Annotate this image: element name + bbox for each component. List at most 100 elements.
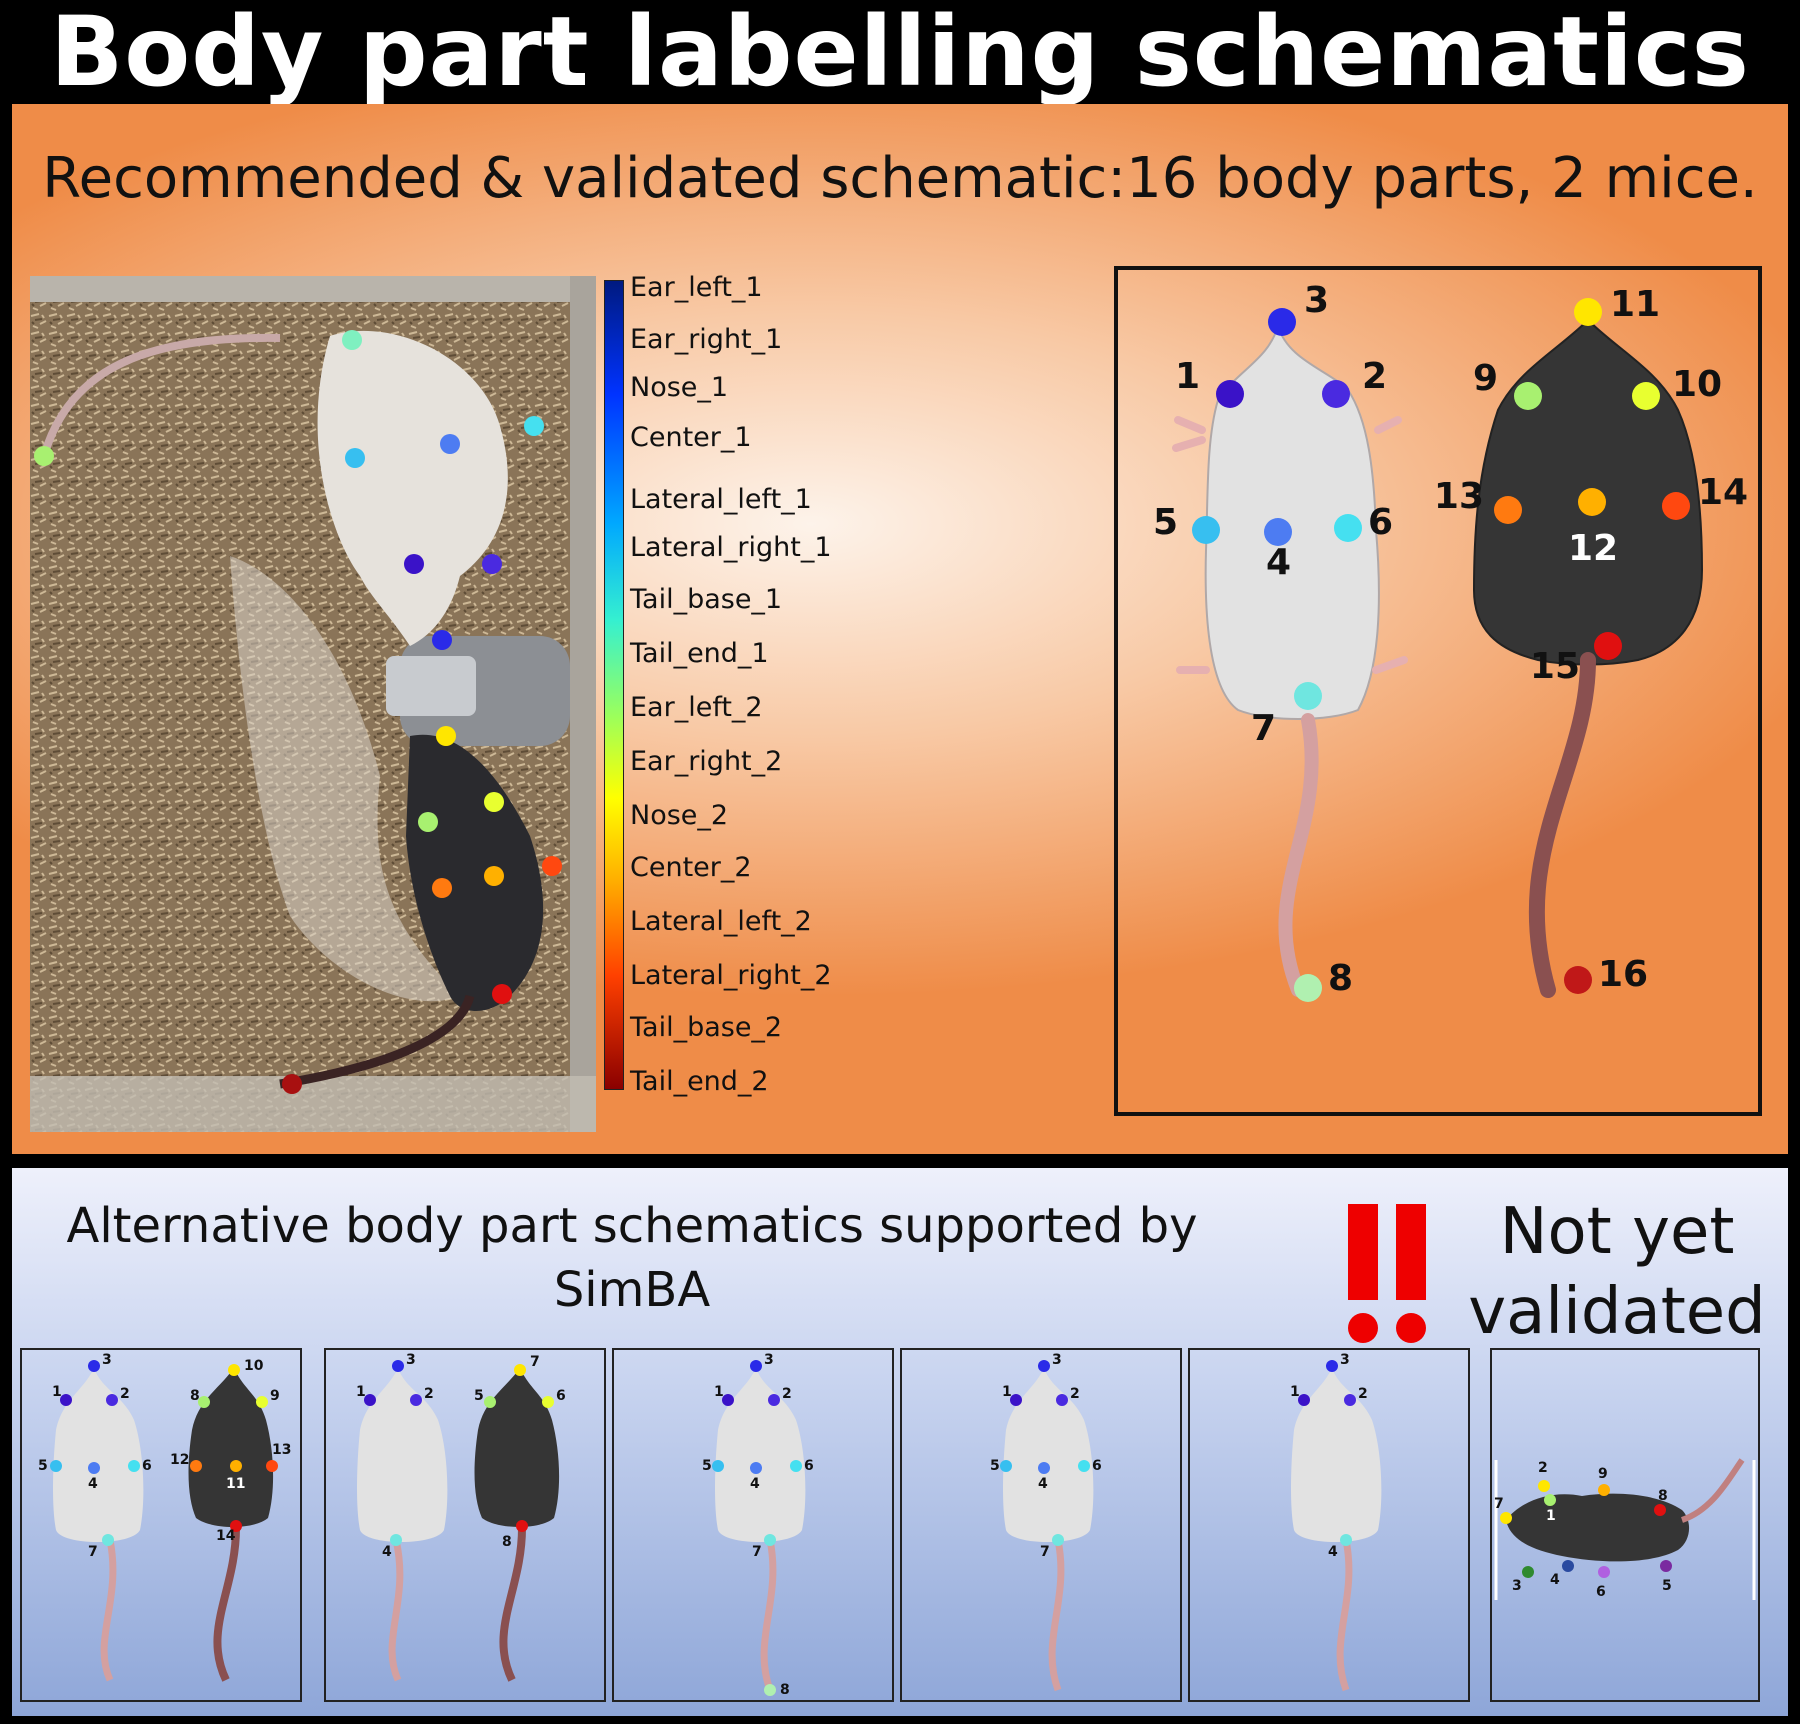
svg-text:5: 5 (990, 1458, 1000, 1474)
svg-text:4: 4 (750, 1476, 760, 1492)
svg-text:9: 9 (270, 1388, 280, 1404)
svg-text:5: 5 (38, 1458, 48, 1474)
svg-text:6: 6 (142, 1458, 152, 1474)
legend-item: Center_2 (630, 852, 752, 883)
legend-item: Lateral_right_1 (630, 532, 832, 563)
legend-item: Nose_1 (630, 372, 729, 403)
svg-text:2: 2 (1362, 356, 1387, 397)
svg-text:10: 10 (244, 1358, 264, 1374)
svg-text:3: 3 (764, 1352, 774, 1368)
svg-text:4: 4 (1328, 1544, 1338, 1560)
svg-text:15: 15 (1530, 646, 1580, 687)
svg-text:12: 12 (1568, 528, 1618, 569)
svg-text:3: 3 (102, 1352, 112, 1368)
alt-schematic-one-mouse-4: 1 2 3 4 (1188, 1348, 1470, 1702)
alternatives-heading: Alternative body part schematics support… (52, 1194, 1212, 1322)
alt-schematic-two-mice-8: 1 2 3 4 5 6 7 8 (324, 1348, 606, 1702)
legend-item: Ear_left_1 (630, 272, 763, 303)
svg-text:6: 6 (1368, 502, 1393, 543)
svg-text:3: 3 (406, 1352, 416, 1368)
svg-text:7: 7 (88, 1544, 98, 1560)
svg-text:6: 6 (804, 1458, 814, 1474)
legend-item: Ear_left_2 (630, 692, 763, 723)
svg-text:5: 5 (474, 1388, 484, 1404)
svg-text:4: 4 (1550, 1572, 1560, 1588)
svg-text:4: 4 (88, 1476, 98, 1492)
schematic-svg: 1 2 3 4 5 6 7 8 9 10 11 12 13 14 15 16 (1153, 280, 1748, 1002)
svg-text:2: 2 (782, 1386, 792, 1402)
svg-text:2: 2 (120, 1386, 130, 1402)
not-validated-line1: Not yet (1499, 1195, 1735, 1269)
alt-schematic-two-mice-14: 1 2 3 4 5 6 7 8 9 10 11 12 13 14 (20, 1348, 302, 1702)
svg-text:1: 1 (714, 1384, 724, 1400)
not-validated-label: Not yet validated (1452, 1192, 1782, 1352)
svg-text:7: 7 (1251, 708, 1276, 749)
svg-text:14: 14 (216, 1528, 236, 1544)
video-keypoints (34, 330, 562, 1094)
color-bar (604, 280, 624, 1090)
svg-text:8: 8 (1328, 958, 1353, 999)
svg-text:9: 9 (1473, 358, 1498, 399)
svg-text:6: 6 (1092, 1458, 1102, 1474)
double-exclamation-icon (1348, 1204, 1426, 1343)
black-mouse-illustration (1472, 318, 1704, 998)
video-frame-photo (30, 276, 596, 1132)
svg-text:9: 9 (1598, 1466, 1608, 1482)
svg-text:6: 6 (556, 1388, 566, 1404)
svg-text:2: 2 (1070, 1386, 1080, 1402)
svg-text:3: 3 (1052, 1352, 1062, 1368)
white-mouse-illustration (1172, 322, 1408, 997)
svg-text:2: 2 (1538, 1460, 1548, 1476)
svg-text:1: 1 (1175, 356, 1200, 397)
svg-text:1: 1 (52, 1384, 62, 1400)
legend-item: Tail_base_2 (630, 1012, 783, 1043)
legend-item: Tail_end_2 (630, 1066, 769, 1097)
recommended-panel: Recommended & validated schematic:16 bod… (12, 104, 1788, 1154)
svg-text:14: 14 (1698, 472, 1748, 513)
svg-text:7: 7 (752, 1544, 762, 1560)
svg-text:1: 1 (1290, 1384, 1300, 1400)
alt-schematic-side-view: 1 2 3 4 5 6 7 8 9 (1490, 1348, 1760, 1702)
svg-text:13: 13 (1434, 476, 1484, 517)
svg-text:3: 3 (1512, 1578, 1522, 1594)
keypoint-numbers: 1 2 3 4 5 6 7 8 9 10 11 12 13 14 15 16 (1153, 280, 1748, 999)
legend-item: Lateral_right_2 (630, 960, 832, 991)
svg-text:7: 7 (1494, 1496, 1504, 1512)
svg-text:2: 2 (1358, 1386, 1368, 1402)
not-validated-line2: validated (1468, 1275, 1766, 1349)
svg-text:8: 8 (190, 1388, 200, 1404)
recommended-heading: Recommended & validated schematic:16 bod… (42, 146, 1758, 211)
legend-item: Tail_base_1 (630, 584, 783, 615)
svg-text:7: 7 (530, 1354, 540, 1370)
alternatives-heading-line1: Alternative body part schematics support… (66, 1198, 1198, 1254)
alt-schematic-one-mouse-8: 1 2 3 4 5 6 7 8 (612, 1348, 894, 1702)
svg-text:6: 6 (1596, 1584, 1606, 1600)
svg-text:8: 8 (502, 1534, 512, 1550)
svg-text:4: 4 (1038, 1476, 1048, 1492)
svg-text:2: 2 (424, 1386, 434, 1402)
svg-text:5: 5 (1153, 502, 1178, 543)
svg-text:5: 5 (702, 1458, 712, 1474)
legend-item: Ear_right_2 (630, 746, 783, 777)
svg-text:12: 12 (170, 1452, 189, 1468)
legend-item: Lateral_left_2 (630, 906, 812, 937)
page-title: Body part labelling schematics (50, 0, 1750, 108)
legend-item: Lateral_left_1 (630, 484, 812, 515)
svg-text:16: 16 (1598, 954, 1648, 995)
legend-item: Ear_right_1 (630, 324, 783, 355)
alternatives-heading-line2: SimBA (553, 1262, 711, 1318)
svg-text:3: 3 (1304, 280, 1329, 321)
recommended-schematic: 1 2 3 4 5 6 7 8 9 10 11 12 13 14 15 16 (1114, 266, 1762, 1116)
svg-text:8: 8 (1658, 1488, 1668, 1504)
svg-text:10: 10 (1672, 364, 1722, 405)
svg-text:1: 1 (1546, 1508, 1556, 1524)
svg-text:11: 11 (1610, 284, 1660, 325)
svg-text:13: 13 (272, 1442, 291, 1458)
svg-text:4: 4 (382, 1544, 392, 1560)
svg-text:1: 1 (356, 1384, 366, 1400)
svg-text:11: 11 (226, 1476, 245, 1492)
alt-schematic-one-mouse-7: 1 2 3 4 5 6 7 (900, 1348, 1182, 1702)
svg-text:1: 1 (1002, 1384, 1012, 1400)
legend-item: Tail_end_1 (630, 638, 769, 669)
